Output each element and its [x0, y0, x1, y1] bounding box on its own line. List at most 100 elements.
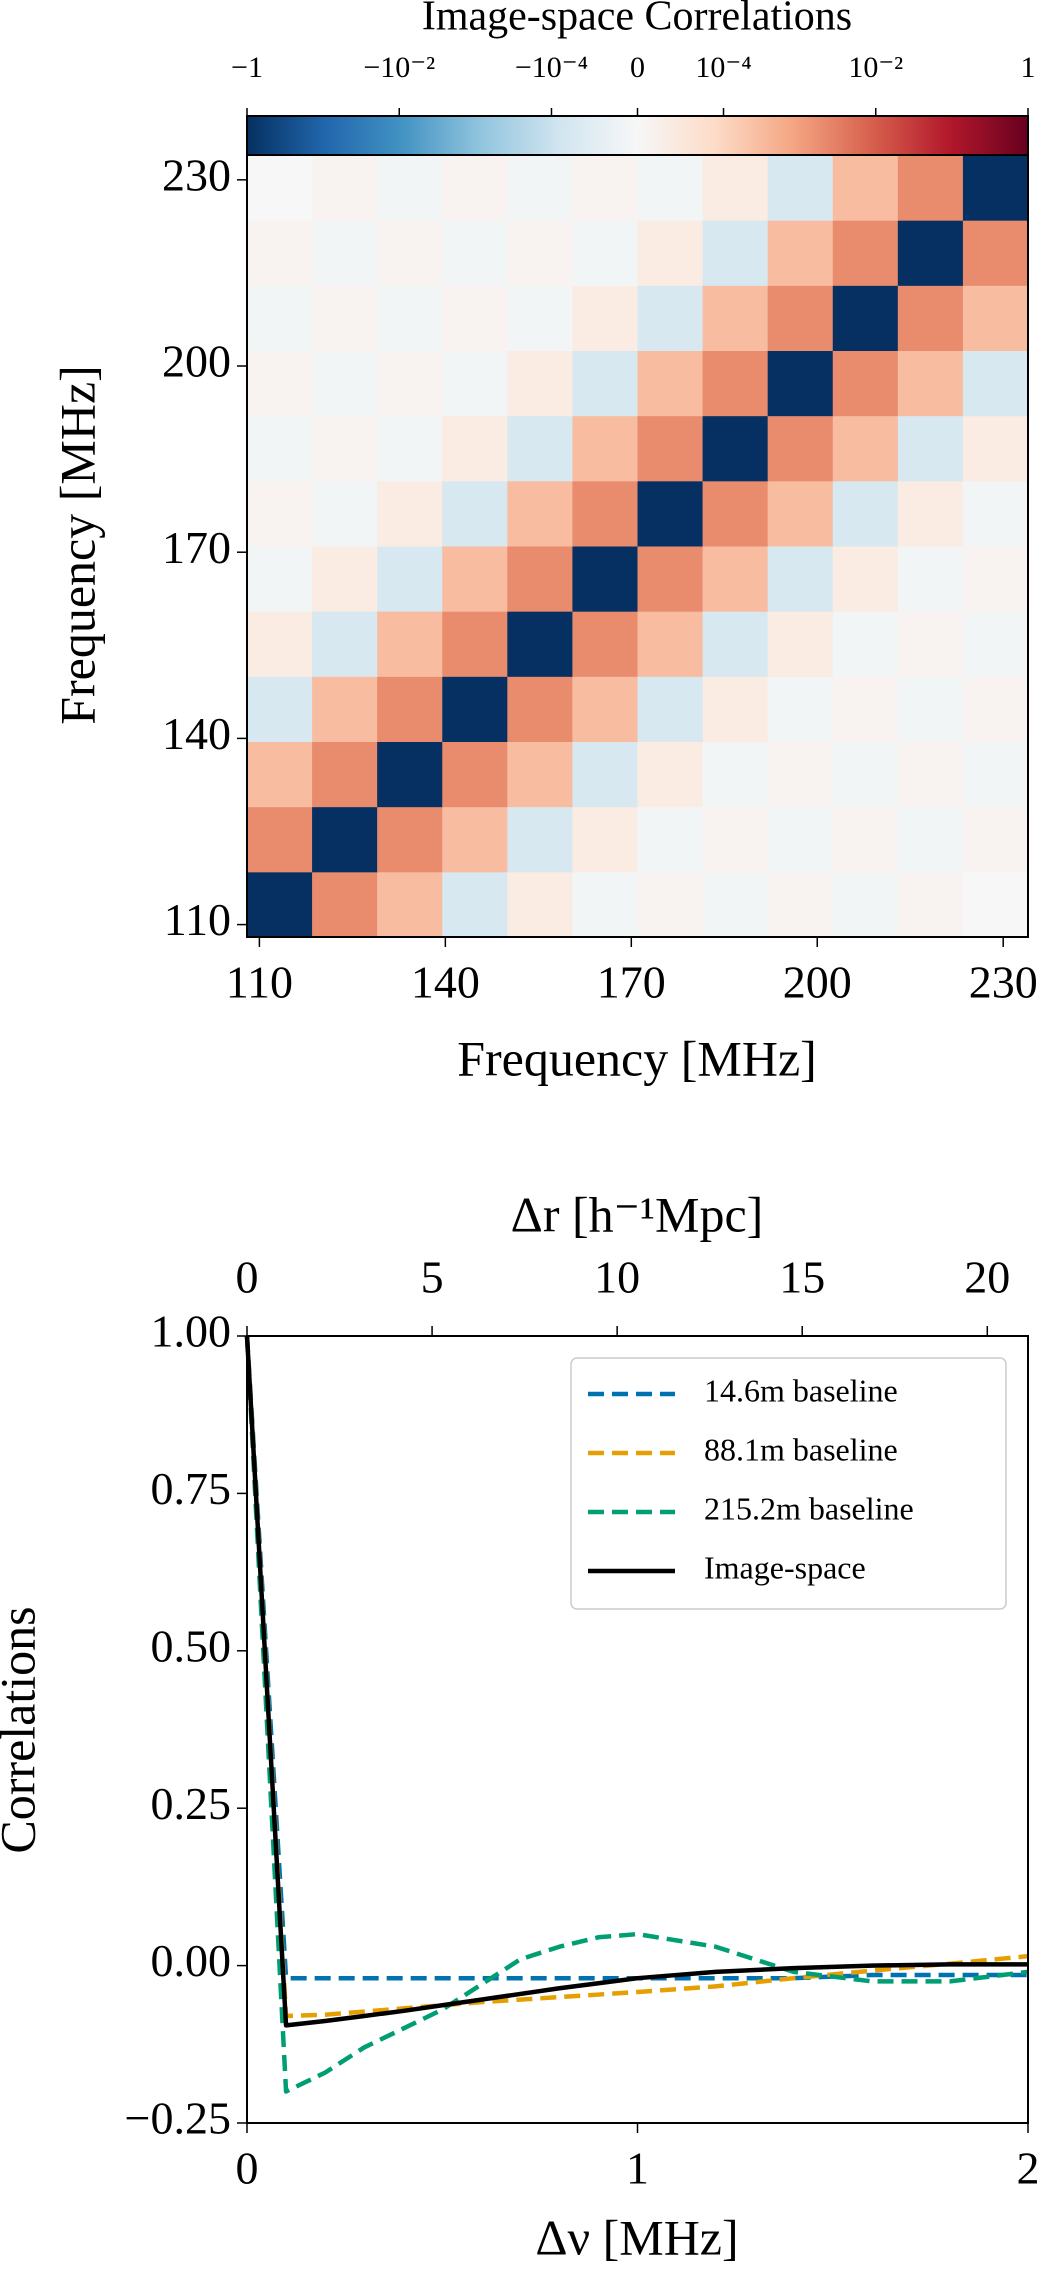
heatmap-cell — [377, 546, 443, 612]
heatmap-cell — [702, 741, 769, 808]
heatmap-cell — [702, 220, 769, 286]
heatmap-cell — [637, 350, 704, 417]
heatmap-cell — [507, 741, 573, 808]
heatmap-cell — [637, 871, 704, 938]
top-tick-label: 10 — [594, 1252, 640, 1303]
heatmap-cell — [962, 676, 1029, 742]
heatmap-cell — [377, 871, 443, 938]
heatmap-cell — [637, 220, 704, 286]
heatmap-cell — [832, 676, 899, 742]
heatmap-cell — [507, 220, 573, 286]
heatmap-cell — [442, 611, 508, 677]
heatmap-cell — [377, 285, 443, 351]
legend-box — [570, 1357, 1007, 1610]
heatmap-cell — [832, 350, 899, 417]
heatmap-cell — [312, 415, 378, 482]
heatmap-cell — [767, 871, 834, 938]
heatmap-cell — [312, 546, 378, 612]
heatmap-cell — [247, 611, 313, 677]
heatmap-cell — [767, 480, 834, 547]
heatmap-cell — [442, 871, 508, 938]
y-tick-label: 140 — [162, 708, 231, 759]
heatmap-cell — [442, 220, 508, 286]
heatmap-cell — [247, 350, 313, 417]
heatmap-cell — [702, 350, 769, 417]
x-axis-label: Δν [MHz] — [535, 2209, 738, 2265]
heatmap-cell — [702, 155, 769, 221]
heatmap-cell — [507, 415, 573, 482]
heatmap-cell — [507, 546, 573, 612]
x-tick-label: 200 — [783, 957, 852, 1008]
heatmap-cell — [312, 806, 378, 873]
heatmap-cell — [442, 350, 508, 417]
y-tick-label: 230 — [162, 149, 231, 200]
x-tick-label: 0 — [236, 2143, 259, 2194]
x-axis-label: Frequency [MHz] — [457, 1030, 817, 1086]
colorbar-tick-label: 10⁻² — [848, 51, 903, 84]
heatmap-cell — [897, 741, 964, 808]
heatmap-cell — [247, 220, 313, 286]
heatmap-cell — [702, 285, 769, 351]
heatmap-cell — [767, 611, 834, 677]
heatmap-cell — [962, 871, 1029, 938]
heatmap-cell — [962, 220, 1029, 286]
heatmap-cell — [572, 676, 638, 742]
heatmap-cell — [377, 611, 443, 677]
heatmap-cell — [962, 285, 1029, 351]
heatmap-cell — [377, 480, 443, 547]
y-axis-label: Correlations — [0, 1606, 45, 1853]
heatmap-cell — [377, 741, 443, 808]
y-tick-label: 0.25 — [151, 1778, 232, 1829]
heatmap-cell — [572, 415, 638, 482]
heatmap-cell — [247, 480, 313, 547]
heatmap-cell — [637, 480, 704, 547]
heatmap-cell — [572, 350, 638, 417]
heatmap-cell — [377, 350, 443, 417]
heatmap-cell — [897, 285, 964, 351]
heatmap-cell — [832, 806, 899, 873]
legend-label: 215.2m baseline — [704, 1490, 914, 1526]
heatmap-cell — [832, 611, 899, 677]
heatmap-cell — [442, 415, 508, 482]
heatmap-cell — [832, 480, 899, 547]
heatmap-cell — [377, 415, 443, 482]
heatmap-cell — [702, 546, 769, 612]
heatmap-cell — [897, 350, 964, 417]
heatmap-cell — [637, 611, 704, 677]
colorbar-tick-label: 1 — [1021, 51, 1036, 84]
colorbar-title: Image-space Correlations — [422, 0, 852, 40]
heatmap-cell — [572, 806, 638, 873]
top-tick-label: 15 — [779, 1252, 825, 1303]
colorbar-tick-label: 0 — [630, 51, 645, 84]
heatmap-cell — [897, 871, 964, 938]
heatmap-cell — [962, 155, 1029, 221]
heatmap-cell — [442, 741, 508, 808]
heatmap-cell — [247, 415, 313, 482]
heatmap-cell — [442, 285, 508, 351]
heatmap-cell — [637, 676, 704, 742]
heatmap-cell — [832, 741, 899, 808]
heatmap-cell — [507, 285, 573, 351]
heatmap-cell — [832, 285, 899, 351]
colorbar-tick-label: −10⁻⁴ — [515, 51, 588, 84]
heatmap-cell — [377, 676, 443, 742]
heatmap-cell — [637, 285, 704, 351]
heatmap-cell — [897, 806, 964, 873]
heatmap-cell — [702, 871, 769, 938]
heatmap-cell — [767, 415, 834, 482]
heatmap-cell — [247, 676, 313, 742]
heatmap-cell — [962, 611, 1029, 677]
heatmap-cell — [897, 415, 964, 482]
heatmap-cell — [962, 546, 1029, 612]
heatmap-cell — [572, 741, 638, 808]
heatmap-cell — [767, 546, 834, 612]
heatmap-cell — [897, 220, 964, 286]
heatmap-cell — [312, 285, 378, 351]
colorbar — [246, 115, 1029, 156]
heatmap-cell — [507, 480, 573, 547]
series-line — [244, 1335, 1029, 2094]
heatmap-cell — [572, 546, 638, 612]
y-tick-label: 170 — [162, 522, 231, 573]
heatmap-cell — [897, 611, 964, 677]
